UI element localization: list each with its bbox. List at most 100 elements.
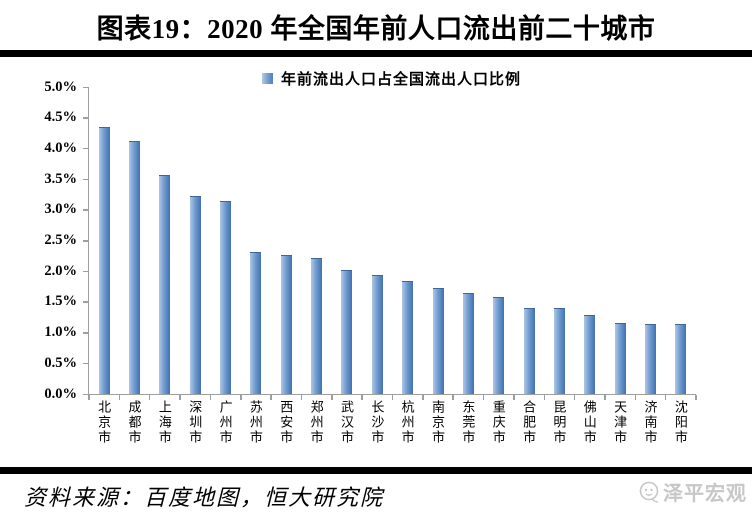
bar-武汉市 [341, 270, 353, 394]
chart-title: 图表19：2020 年全国年前人口流出前二十城市 [96, 14, 656, 44]
x-axis-tick [391, 395, 394, 400]
x-axis-category-label: 苏州市 [240, 400, 270, 445]
x-axis-category-label: 广州市 [209, 400, 239, 445]
x-axis-category-text: 西安市 [278, 400, 294, 445]
y-axis-tick [83, 393, 88, 395]
top-divider [0, 50, 752, 57]
x-axis-tick [361, 395, 363, 400]
x-axis-category-text: 济南市 [642, 400, 658, 445]
x-axis-category-label: 深圳市 [179, 400, 209, 445]
y-axis-tick-label: 1.5% [44, 293, 77, 310]
x-axis-tick [422, 395, 424, 400]
bar-杭州市 [402, 281, 414, 394]
x-axis-category-label: 济南市 [634, 400, 664, 445]
x-axis-category-label: 杭州市 [392, 400, 422, 445]
y-axis-tick [83, 240, 88, 242]
bar-郑州市 [311, 257, 323, 394]
x-axis-tick [270, 395, 272, 400]
x-axis-category-text: 合肥市 [521, 400, 537, 445]
x-axis-category-text: 北京市 [96, 400, 112, 445]
x-axis-category-label: 东莞市 [452, 400, 482, 445]
y-axis-tick-label: 2.0% [44, 262, 77, 279]
x-axis-category-text: 佛山市 [581, 400, 597, 445]
brand-logo: 泽平宏观 [638, 477, 747, 506]
x-axis-category-text: 南京市 [430, 400, 446, 445]
x-axis-category-text: 上海市 [156, 400, 172, 445]
x-axis-tick [118, 395, 121, 400]
y-axis-tick-label: 3.5% [44, 170, 77, 187]
y-axis-tick [83, 332, 88, 334]
y-axis-tick [83, 147, 88, 150]
bar-上海市 [159, 175, 171, 394]
y-axis-tick [83, 362, 88, 365]
x-axis-category-text: 广州市 [217, 400, 233, 445]
x-axis-category-label: 重庆市 [483, 400, 513, 445]
bar-东莞市 [462, 292, 474, 394]
y-axis-tick [83, 178, 88, 181]
x-axis-tick [543, 395, 545, 400]
x-axis-tick [300, 395, 303, 400]
bar-佛山市 [584, 315, 596, 394]
bar-重庆市 [493, 296, 505, 394]
x-axis-category-label: 沈阳市 [665, 400, 695, 445]
y-axis-tick [83, 209, 88, 211]
plot-area [83, 86, 697, 400]
bar-西安市 [280, 255, 292, 394]
bar-北京市 [98, 127, 110, 394]
x-axis-category-label: 北京市 [88, 400, 118, 445]
y-axis-tick-label: 4.5% [44, 109, 77, 126]
x-axis-category-text: 苏州市 [247, 400, 263, 445]
bottom-divider [0, 467, 752, 474]
x-axis-category-text: 成都市 [126, 400, 142, 445]
legend-swatch-icon [261, 73, 273, 84]
legend-label: 年前流出人口占全国流出人口比例 [280, 72, 521, 88]
x-axis-category-text: 重庆市 [490, 400, 506, 445]
bar-广州市 [220, 200, 232, 394]
bar-济南市 [644, 323, 656, 394]
x-axis-tick [573, 395, 576, 400]
x-axis-category-label: 长沙市 [361, 400, 391, 445]
bar-成都市 [129, 141, 141, 394]
x-axis-tick [664, 395, 667, 400]
y-axis-tick-label: 4.0% [44, 139, 77, 156]
logo-mascot-icon [639, 481, 659, 503]
x-axis-tick [179, 395, 181, 400]
x-axis-category-text: 昆明市 [551, 400, 567, 445]
chart-legend: 年前流出人口占全国流出人口比例 [88, 68, 695, 89]
bar-昆明市 [553, 308, 565, 394]
x-axis-tick [604, 395, 606, 400]
y-axis-tick-label: 0.0% [44, 385, 77, 402]
bar-深圳市 [189, 195, 201, 394]
x-axis-category-label: 南京市 [422, 400, 452, 445]
x-axis-category-label: 昆明市 [543, 400, 573, 445]
y-axis-tick [83, 86, 88, 88]
x-axis-category-text: 沈阳市 [672, 400, 688, 445]
x-axis-tick [88, 395, 90, 400]
x-axis-tick [240, 395, 242, 400]
source-note: 资料来源：百度地图，恒大研究院 [24, 485, 385, 510]
y-axis-tick-label: 3.0% [44, 201, 77, 218]
bar-长沙市 [371, 274, 383, 394]
x-axis-category-label: 武汉市 [331, 400, 361, 445]
x-axis-tick [513, 395, 515, 400]
y-axis-tick [83, 301, 88, 303]
x-axis-tick [209, 395, 212, 400]
x-axis-tick [148, 395, 151, 400]
x-axis-category-label: 佛山市 [574, 400, 604, 445]
x-axis-category-label: 上海市 [149, 400, 179, 445]
x-axis-category-text: 长沙市 [369, 400, 385, 445]
bar-南京市 [432, 288, 444, 394]
x-axis-category-text: 武汉市 [338, 400, 354, 445]
y-axis-tick-label: 0.5% [44, 354, 77, 371]
x-axis-labels: 北京市 成都市 上海市 深圳市 广州市 苏州市 西安市 郑州市 武汉市 长沙市 杭州市 南京市 东莞市重… [88, 400, 695, 460]
x-axis-tick [331, 395, 333, 400]
y-axis-labels: 5.0% 4.5% 4.0% 3.5% 3.0% 2.5% 2.0% 1.5% 1.0% 0.5%… [0, 79, 80, 407]
x-axis-category-label: 合肥市 [513, 400, 543, 445]
x-axis-category-label: 郑州市 [300, 400, 330, 445]
x-axis-tick [452, 395, 454, 400]
bar-合肥市 [523, 307, 535, 394]
x-axis-category-text: 杭州市 [399, 400, 415, 445]
y-axis-tick-label: 1.0% [44, 324, 77, 341]
x-axis-category-text: 天津市 [612, 400, 628, 445]
bar-沈阳市 [675, 323, 687, 394]
